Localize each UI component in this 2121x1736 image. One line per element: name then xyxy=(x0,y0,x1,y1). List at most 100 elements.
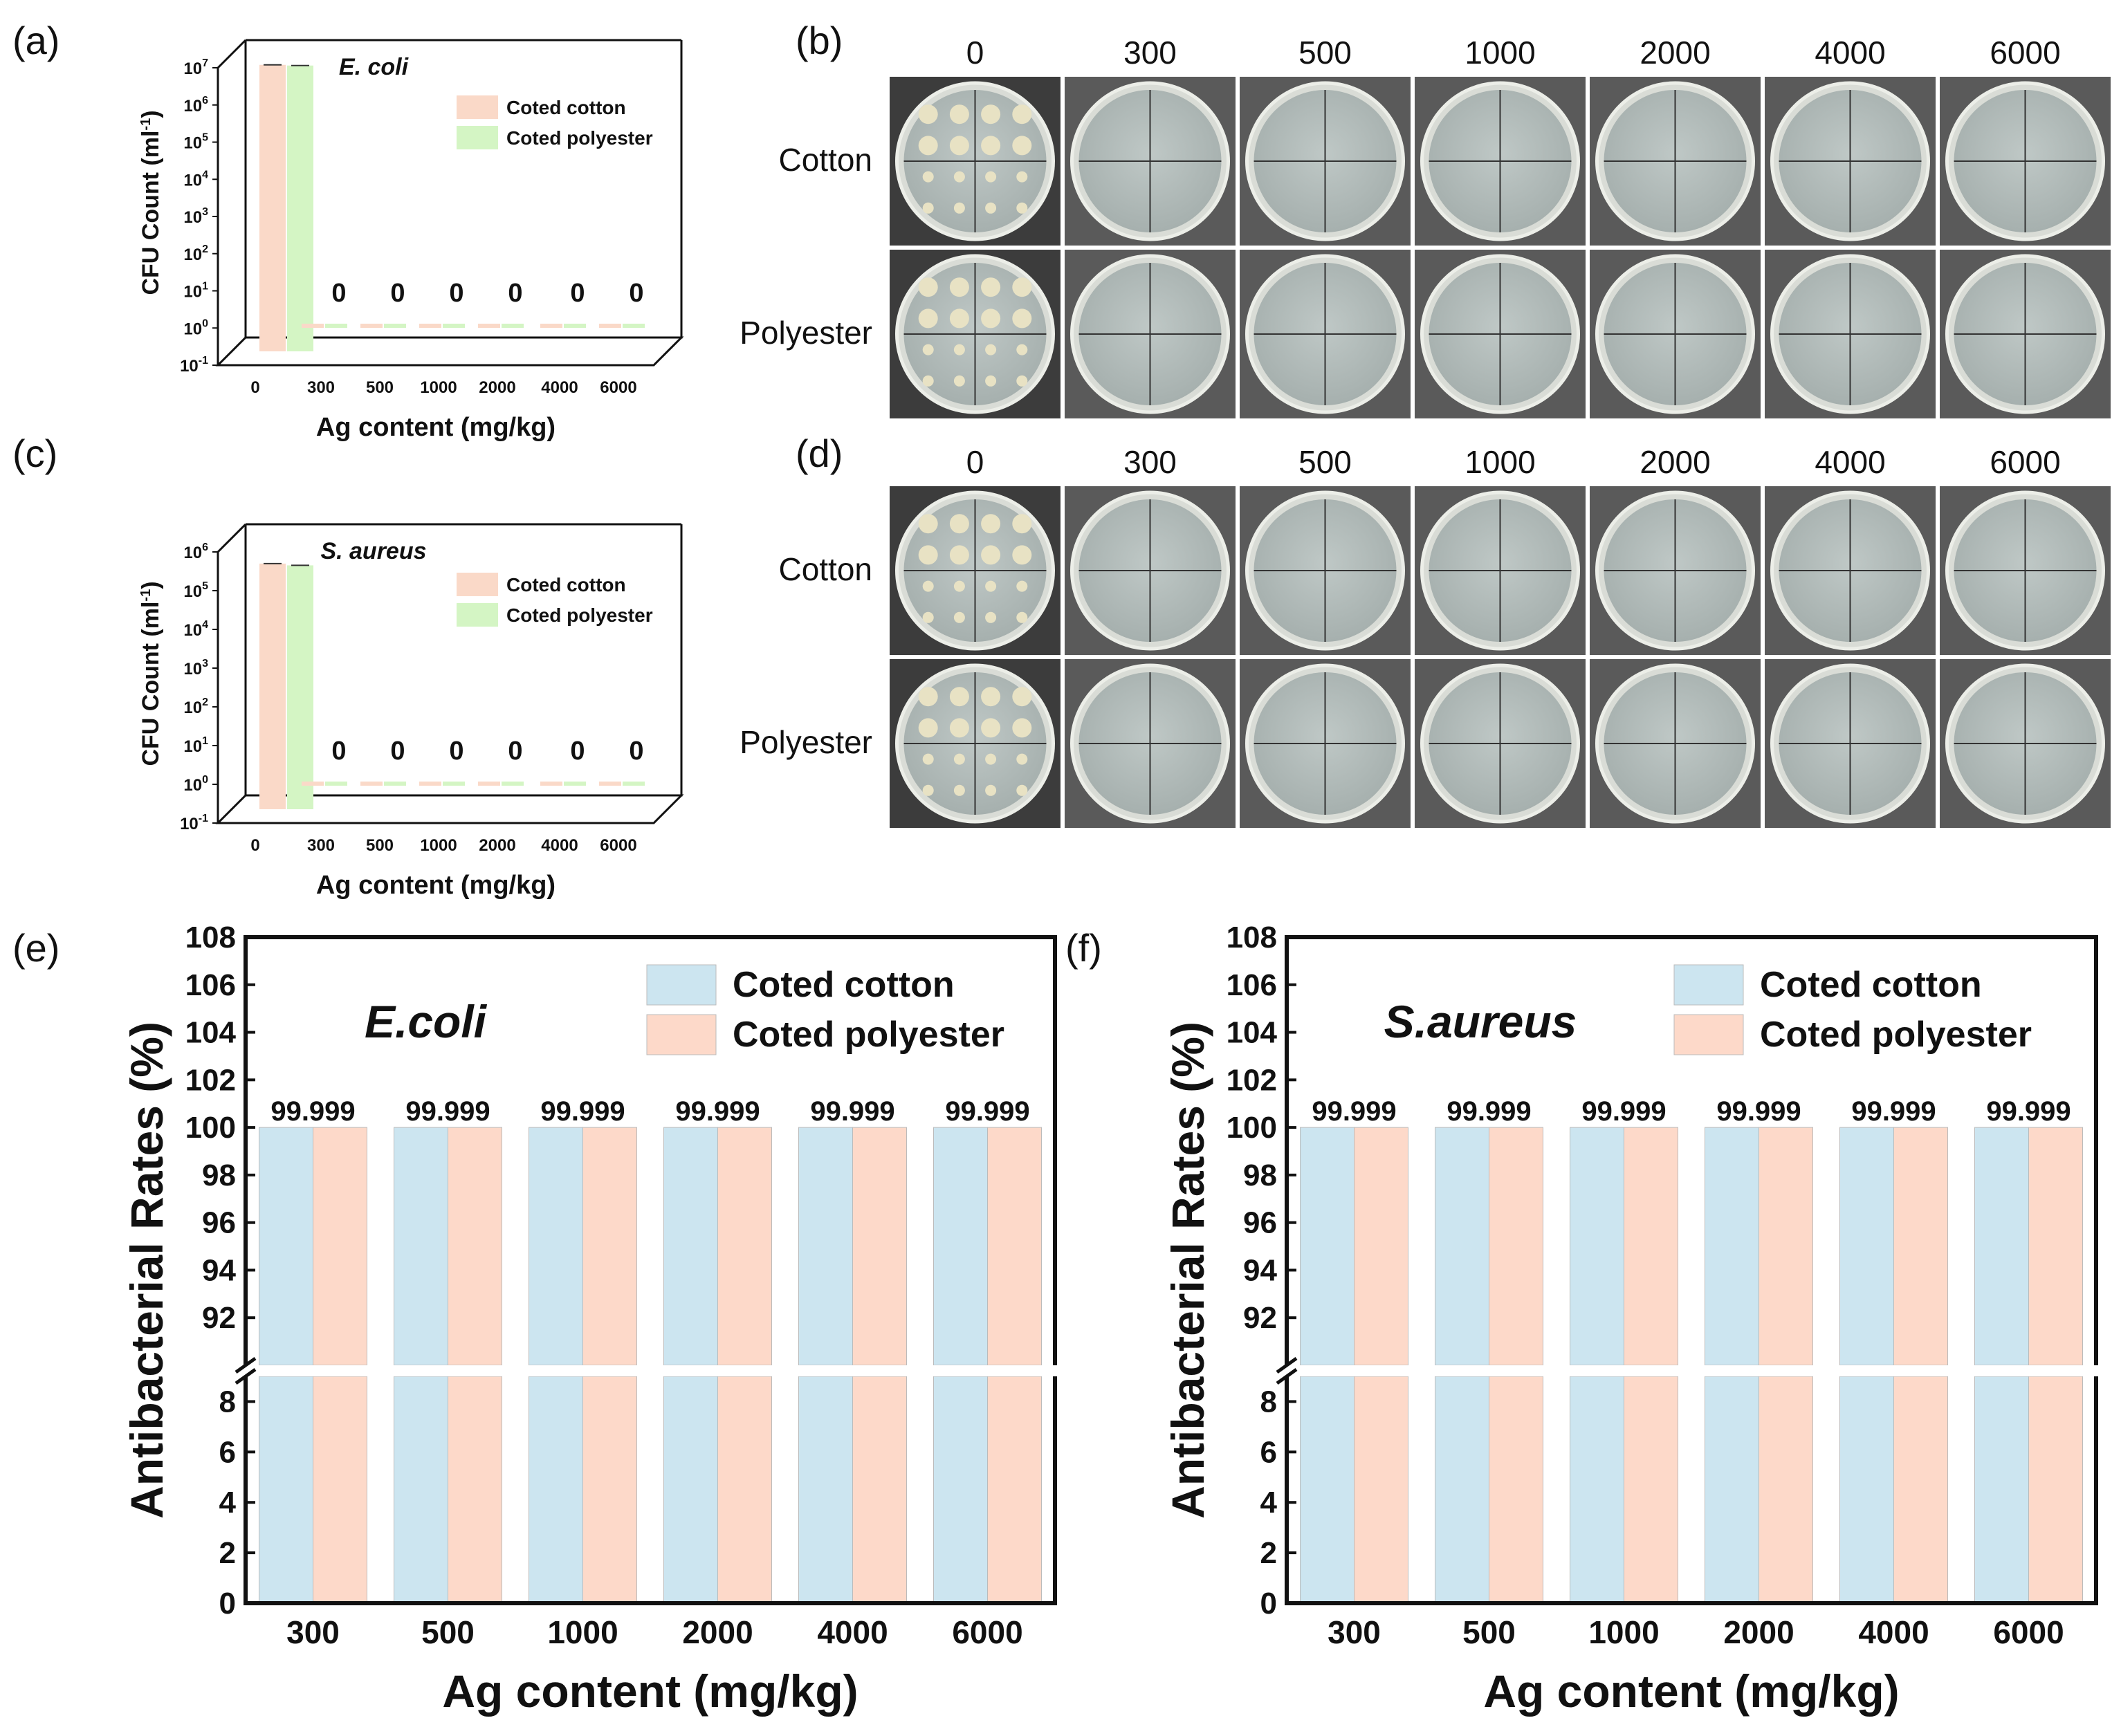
y-tick-exponent: 2 xyxy=(202,243,208,255)
bacterial-colony xyxy=(985,171,997,183)
y-tick-exponent: 7 xyxy=(202,57,208,69)
floor xyxy=(215,794,684,824)
y-tick-base: 10 xyxy=(183,246,202,264)
bar-cotton-4 xyxy=(478,324,500,328)
x-tick-label: 6000 xyxy=(952,1614,1022,1650)
y-tick-label: 92 xyxy=(202,1301,236,1335)
bacterial-colony xyxy=(985,580,997,592)
bar-cotton-upper xyxy=(529,1127,583,1366)
y-tick-label: 0 xyxy=(1260,1587,1277,1620)
bar-cotton-lower xyxy=(1705,1376,1759,1604)
legend-swatch-polyester xyxy=(1673,1014,1744,1055)
y-tick-exponent: 5 xyxy=(202,132,208,144)
x-tick-label: 2000 xyxy=(479,378,515,397)
bacterial-colony xyxy=(981,308,1001,329)
bar-polyester-lower xyxy=(987,1376,1042,1604)
plate-column-label: 4000 xyxy=(1815,444,1885,480)
bacterial-colony xyxy=(981,545,1001,565)
bar-cotton-lower xyxy=(1974,1376,2029,1604)
plate-column-label: 6000 xyxy=(1990,444,2060,480)
x-axis-label: Ag content (mg/kg) xyxy=(442,1665,858,1717)
bar-cotton-6 xyxy=(599,782,621,786)
y-tick-exponent: 0 xyxy=(202,317,208,329)
bacterial-colony xyxy=(985,375,997,387)
y-tick-exponent: 2 xyxy=(202,696,208,708)
axis-link xyxy=(217,39,247,69)
bacterial-colony xyxy=(918,718,938,738)
bar-polyester-upper xyxy=(852,1127,907,1366)
y-tick-label: 103 xyxy=(183,658,208,678)
bacterial-colony xyxy=(1016,171,1028,183)
bacterial-colony xyxy=(981,718,1001,738)
break-mark xyxy=(1276,1356,1298,1374)
bar-polyester-lower xyxy=(1489,1376,1543,1604)
y-tick-base: 10 xyxy=(183,283,202,302)
y-axis-label-part: CFU Count (ml xyxy=(138,131,164,295)
bacterial-colony xyxy=(949,718,969,738)
plate-column-label: 300 xyxy=(1123,444,1177,480)
bacterial-colony xyxy=(953,171,965,183)
bacterial-colony xyxy=(1016,375,1028,387)
bar-polyester-upper xyxy=(987,1127,1042,1366)
y-tick-label: 101 xyxy=(183,735,208,756)
bacterial-colony xyxy=(1012,718,1032,738)
y-tick-label: 106 xyxy=(185,968,236,1002)
bar-polyester-lower xyxy=(448,1376,502,1604)
x-tick-label: 0 xyxy=(250,836,259,855)
y-tick-exponent: 6 xyxy=(202,542,208,553)
bar-cotton-upper xyxy=(1300,1127,1355,1366)
bar-polyester-5 xyxy=(564,324,586,328)
bacterial-colony xyxy=(1016,202,1028,214)
axis-link xyxy=(217,523,247,553)
y-tick-base: 10 xyxy=(183,737,202,756)
bar-cotton-lower xyxy=(1839,1376,1894,1604)
y-axis-label: Antibacterial Rates (%) xyxy=(121,1022,172,1519)
y-axis-label-part: -1 xyxy=(138,589,154,602)
y-tick-base: 10 xyxy=(183,660,202,678)
y-tick-label: 0 xyxy=(219,1587,236,1620)
x-tick-label: 500 xyxy=(366,836,394,855)
bar-cotton-lower xyxy=(798,1376,853,1604)
y-tick-label: 101 xyxy=(183,281,208,302)
y-tick-base: 10 xyxy=(183,171,202,190)
y-tick-label: 6 xyxy=(1260,1435,1277,1469)
y-tick-base: 10 xyxy=(183,776,202,795)
bar-polyester-lower xyxy=(2028,1376,2083,1604)
x-axis-label: Ag content (mg/kg) xyxy=(1483,1665,1899,1717)
y-tick-exponent: 5 xyxy=(202,580,208,592)
bar-polyester-5 xyxy=(564,782,586,786)
y-tick-label: 108 xyxy=(185,921,236,954)
bar-cotton-lower xyxy=(933,1376,988,1604)
bar-cotton-5 xyxy=(540,782,562,786)
data-label: 99.999 xyxy=(1312,1096,1396,1127)
bar-polyester-upper xyxy=(2028,1127,2083,1366)
chart-title: E. coli xyxy=(339,54,410,80)
legend-label-polyester: Coted polyester xyxy=(506,127,653,149)
floor xyxy=(215,336,684,367)
x-tick-label: 4000 xyxy=(1858,1614,1929,1650)
y-tick-label: 102 xyxy=(183,696,208,717)
y-tick-label: 104 xyxy=(183,619,208,640)
bar-cotton-lower xyxy=(394,1376,448,1604)
x-tick-label: 6000 xyxy=(600,378,636,397)
bar-polyester-2 xyxy=(384,782,406,786)
y-tick-label: 104 xyxy=(185,1016,237,1050)
break-mark xyxy=(235,1356,257,1374)
bar-polyester-3 xyxy=(443,324,465,328)
x-tick-label: 1000 xyxy=(420,378,457,397)
y-axis-label-part: -1 xyxy=(138,118,154,131)
y-tick-label: 94 xyxy=(202,1253,236,1287)
bar-polyester-lower xyxy=(717,1376,772,1604)
y-tick-label: 102 xyxy=(183,243,208,264)
legend-label-cotton: Coted cotton xyxy=(506,574,626,595)
y-tick-label: 107 xyxy=(183,57,208,78)
bacterial-colony xyxy=(922,611,934,623)
y-tick-label: 10-1 xyxy=(180,813,208,833)
plate-row-label: Cotton xyxy=(778,551,872,587)
x-tick-label: 4000 xyxy=(817,1614,888,1650)
bar-cotton-5 xyxy=(540,324,562,328)
zero-annotation: 0 xyxy=(508,279,522,308)
y-tick-label: 106 xyxy=(1227,968,1277,1002)
legend-swatch-cotton xyxy=(457,95,498,119)
